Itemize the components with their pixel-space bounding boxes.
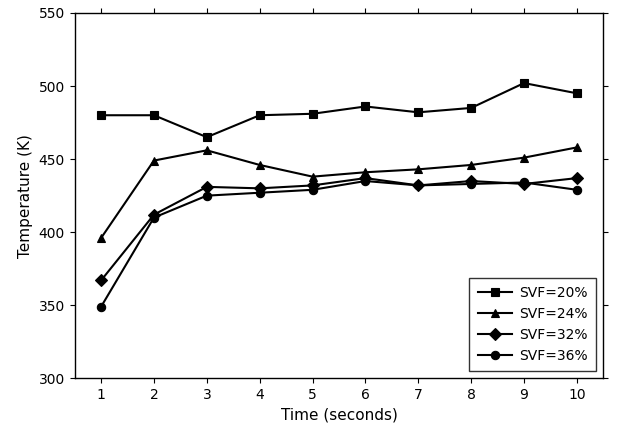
SVF=24% [414,167,422,172]
X-axis label: Time (seconds): Time (seconds) [281,408,397,423]
SVF=36% [256,190,264,195]
SVF=24% [203,148,210,153]
SVF=32% [573,175,581,181]
SVF=20% [309,111,317,117]
Line: SVF=24%: SVF=24% [97,143,581,242]
SVF=24% [521,155,528,160]
SVF=20% [573,91,581,96]
SVF=20% [521,80,528,86]
SVF=36% [521,180,528,185]
SVF=32% [414,183,422,188]
Line: SVF=32%: SVF=32% [97,174,581,285]
SVF=32% [151,212,158,217]
SVF=36% [151,215,158,220]
SVF=20% [362,104,369,109]
SVF=32% [203,184,210,190]
SVF=24% [97,236,104,241]
SVF=32% [256,186,264,191]
SVF=32% [309,183,317,188]
SVF=32% [521,181,528,187]
SVF=36% [468,181,475,187]
Y-axis label: Temperature (K): Temperature (K) [18,134,33,258]
SVF=32% [97,278,104,283]
SVF=32% [468,178,475,184]
SVF=20% [203,135,210,140]
SVF=24% [362,170,369,175]
SVF=24% [151,158,158,163]
SVF=20% [414,110,422,115]
SVF=24% [256,163,264,168]
SVF=36% [573,187,581,192]
SVF=36% [309,187,317,192]
SVF=36% [362,178,369,184]
Legend: SVF=20%, SVF=24%, SVF=32%, SVF=36%: SVF=20%, SVF=24%, SVF=32%, SVF=36% [470,278,596,372]
Line: SVF=36%: SVF=36% [97,177,581,311]
SVF=36% [414,183,422,188]
SVF=20% [151,113,158,118]
SVF=36% [97,304,104,309]
SVF=24% [309,174,317,179]
SVF=36% [203,193,210,198]
SVF=24% [468,163,475,168]
Line: SVF=20%: SVF=20% [97,79,581,141]
SVF=20% [97,113,104,118]
SVF=32% [362,175,369,181]
SVF=20% [468,105,475,111]
SVF=20% [256,113,264,118]
SVF=24% [573,145,581,150]
